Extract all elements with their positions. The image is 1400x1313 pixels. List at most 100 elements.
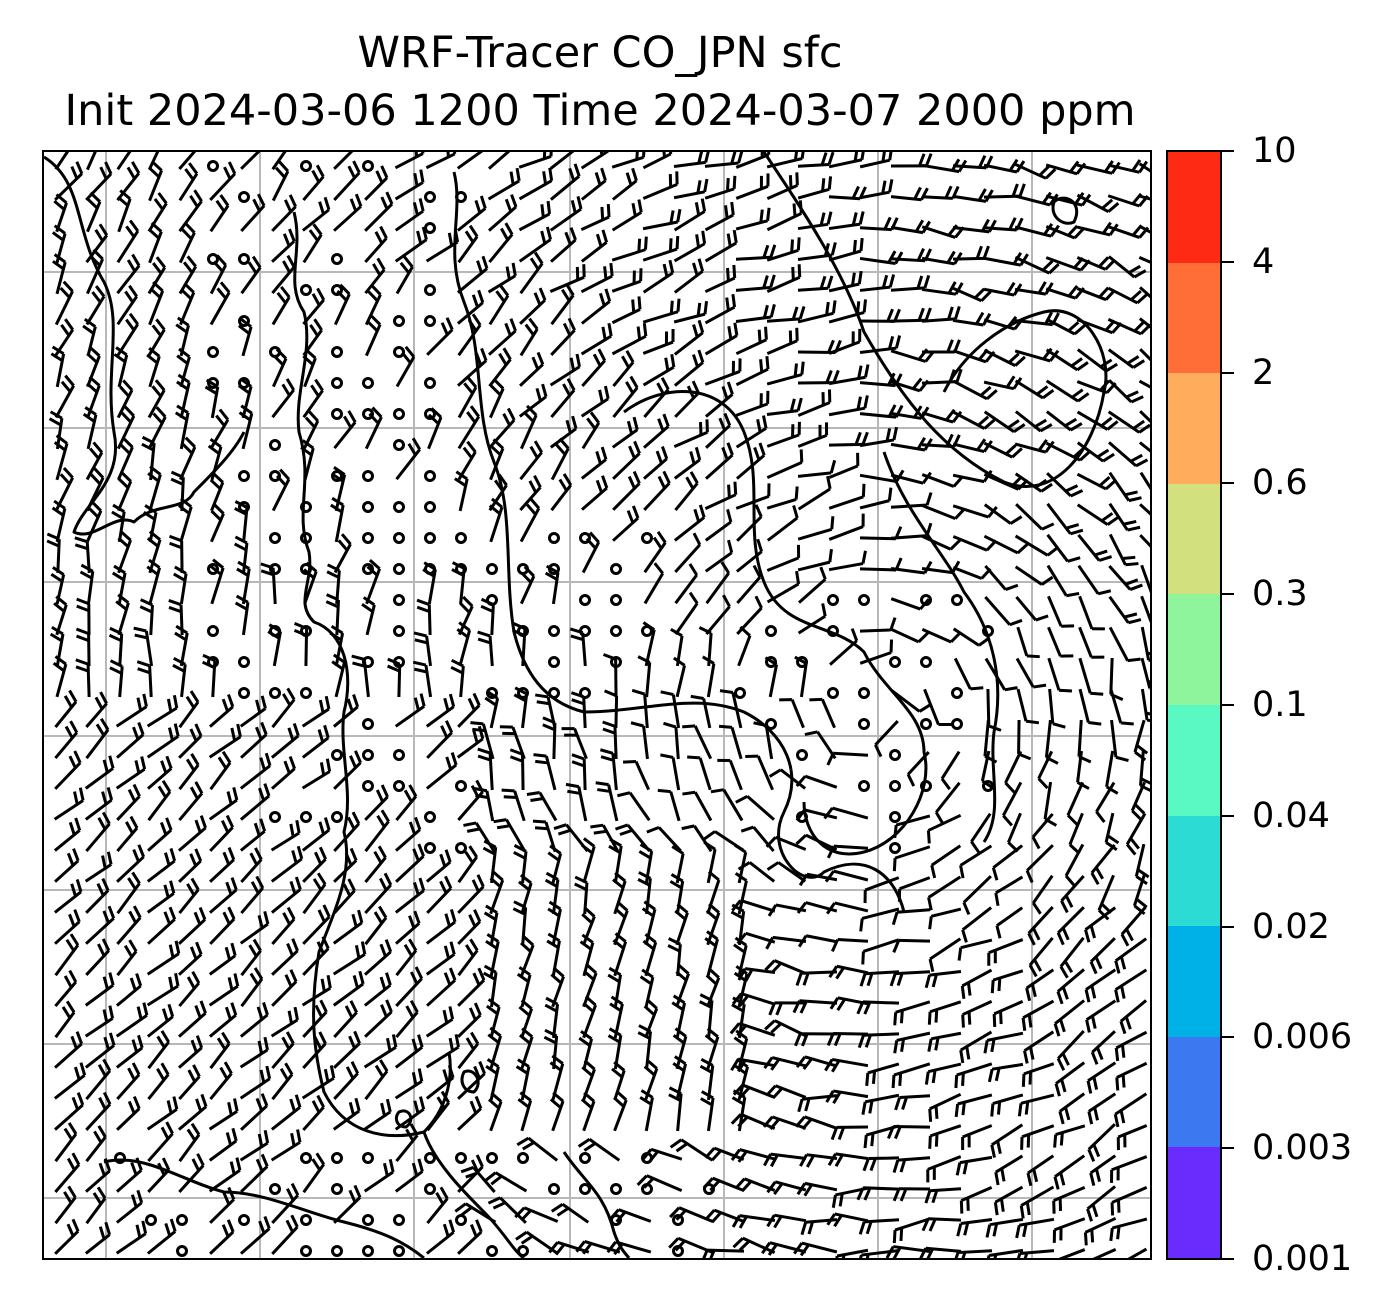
wind-barb-icon: [719, 689, 743, 729]
wind-barb-icon: [891, 908, 931, 926]
wind-barb-icon: [484, 1171, 528, 1193]
wind-barb-icon: [611, 199, 643, 232]
wind-barb-icon: [740, 825, 775, 853]
wind-barb-icon: [395, 816, 422, 852]
calm-circle-icon: [610, 625, 622, 637]
wind-barb-icon: [364, 939, 393, 976]
calm-circle-icon: [393, 563, 405, 575]
wind-barb-icon: [735, 483, 771, 510]
wind-barb-icon: [828, 452, 860, 479]
colorbar-tick: [1222, 1147, 1234, 1150]
wind-barb-icon: [148, 281, 165, 326]
wind-barb-icon: [395, 784, 418, 822]
wind-barb-icon: [955, 1155, 993, 1176]
calm-circle-icon: [269, 532, 281, 544]
wind-barb-icon: [526, 790, 558, 822]
wind-barb-icon: [115, 973, 143, 1007]
wind-barb-icon: [921, 1217, 962, 1232]
calm-circle-icon: [362, 377, 374, 389]
wind-barb-icon: [1109, 1217, 1148, 1242]
wind-barb-icon: [301, 196, 331, 232]
wind-barb-icon: [582, 995, 598, 1039]
wind-barb-icon: [1015, 503, 1055, 531]
wind-barb-icon: [1047, 595, 1075, 628]
calm-circle-icon: [517, 687, 529, 699]
wind-barb-icon: [1021, 999, 1055, 1031]
wind-barb-icon: [488, 407, 516, 449]
wind-barb-icon: [364, 784, 389, 821]
calm-circle-icon: [889, 749, 901, 761]
wind-barb-icon: [1119, 999, 1148, 1035]
wind-barb-icon: [1078, 657, 1104, 696]
wind-barb-icon: [86, 152, 97, 171]
wind-barb-icon: [136, 660, 153, 698]
island-1: [1051, 196, 1078, 225]
wind-barb-icon: [488, 497, 504, 543]
wind-barb-icon: [234, 500, 249, 543]
wind-barb-icon: [890, 274, 931, 292]
wind-barb-icon: [921, 473, 964, 488]
wind-barb-icon: [300, 439, 315, 481]
wind-barb-icon: [208, 1002, 238, 1038]
wind-barb-icon: [85, 717, 110, 760]
wind-barb-icon: [582, 963, 598, 1008]
wind-barb-icon: [520, 404, 538, 450]
wind-barb-icon: [364, 872, 393, 914]
wind-barb-icon: [1125, 812, 1147, 856]
wind-barb-icon: [1045, 348, 1089, 372]
wind-barb-icon: [643, 530, 667, 574]
wind-barb-icon: [1015, 657, 1047, 689]
wind-barb-icon: [1056, 968, 1086, 1005]
wind-barb-icon: [1140, 657, 1150, 690]
wind-barb-icon: [519, 497, 541, 543]
colorbar-segment-2: [1168, 373, 1220, 484]
wind-barb-icon: [116, 161, 141, 202]
wind-barb-icon: [830, 1125, 869, 1141]
wind-barb-icon: [234, 594, 250, 636]
wind-barb-icon: [302, 999, 328, 1038]
wind-barb-icon: [116, 844, 146, 883]
colorbar: [1166, 150, 1222, 1260]
wind-barb-icon: [794, 1115, 838, 1131]
colorbar-segment-9: [1168, 1147, 1220, 1258]
wind-barb-icon: [961, 999, 993, 1028]
wind-barb-icon: [704, 229, 738, 263]
wind-barb-icon: [1020, 1124, 1055, 1150]
wind-barb-icon: [1114, 968, 1148, 1003]
wind-barb-icon: [49, 625, 65, 667]
wind-barb-icon: [794, 1032, 838, 1047]
wind-barb-icon: [53, 817, 82, 852]
wind-barb-icon: [394, 1158, 424, 1193]
colorbar-tick: [1222, 1036, 1234, 1039]
calm-circle-icon: [486, 1152, 498, 1164]
calm-circle-icon: [548, 656, 560, 668]
wind-barb-icon: [85, 1158, 112, 1193]
wind-barb-icon: [704, 358, 742, 386]
wind-barb-icon: [994, 1154, 1024, 1186]
wind-barb-icon: [704, 381, 734, 418]
wind-barb-icon: [622, 759, 651, 791]
wind-barb-icon: [1060, 875, 1085, 914]
wind-barb-icon: [1045, 317, 1086, 336]
wind-barb-icon: [53, 1062, 87, 1100]
calm-circle-icon: [393, 625, 405, 637]
wind-barb-icon: [333, 750, 362, 790]
wind-barb-icon: [456, 195, 487, 232]
wind-barb-icon: [178, 690, 200, 729]
wind-barb-icon: [611, 236, 648, 262]
wind-barb-icon: [270, 876, 302, 914]
colorbar-tick: [1222, 1258, 1234, 1260]
wind-barb-icon: [364, 845, 387, 884]
wind-barb-icon: [1089, 1154, 1117, 1186]
wind-barb-icon: [333, 193, 363, 232]
wind-barb-icon: [208, 694, 235, 728]
calm-circle-icon: [331, 346, 343, 358]
wind-barb-icon: [146, 347, 161, 388]
calm-circle-icon: [424, 1152, 436, 1164]
wind-barb-icon: [174, 404, 190, 450]
wind-barb-icon: [983, 534, 1029, 555]
wind-barb-icon: [959, 844, 993, 879]
wind-barb-icon: [1107, 286, 1149, 305]
wind-barb-icon: [674, 471, 699, 512]
wind-barb-icon: [240, 875, 265, 915]
